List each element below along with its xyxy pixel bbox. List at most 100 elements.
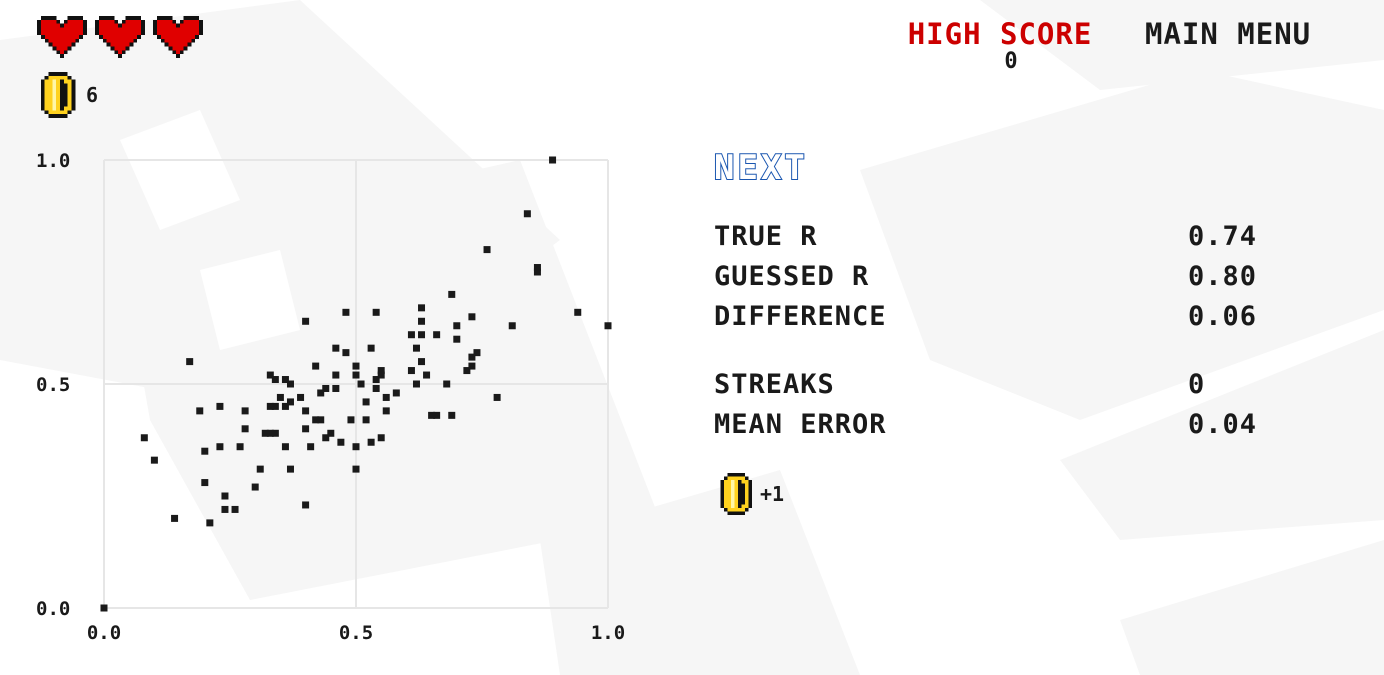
data-point (256, 465, 264, 473)
data-point (412, 380, 420, 388)
data-point (347, 416, 355, 424)
coin-icon (720, 473, 752, 515)
data-point (302, 407, 310, 415)
data-point (302, 425, 310, 433)
data-point (100, 604, 108, 612)
data-point (418, 358, 426, 366)
data-point (448, 290, 456, 298)
data-point (337, 438, 345, 446)
data-point (418, 304, 426, 312)
data-point (463, 367, 471, 375)
stat-label: STREAKS (714, 369, 835, 400)
data-point (468, 313, 476, 321)
data-point (407, 367, 415, 375)
data-point (216, 443, 224, 451)
reward-amount: +1 (760, 482, 785, 506)
y-tick-label: 0.0 (36, 598, 70, 620)
stat-label: TRUE R (714, 221, 818, 252)
data-point (221, 505, 229, 513)
stat-label: DIFFERENCE (714, 301, 887, 332)
y-tick-label: 0.5 (36, 374, 70, 396)
data-point (362, 416, 370, 424)
data-point (352, 371, 360, 379)
data-point (533, 268, 541, 276)
y-tick-label: 1.0 (36, 150, 70, 172)
data-point (493, 393, 501, 401)
data-point (372, 308, 380, 316)
x-tick-label: 0.0 (87, 622, 121, 644)
data-point (433, 411, 441, 419)
stat-guessed-r: GUESSED R 0.80 (714, 262, 1274, 292)
data-point (216, 402, 224, 410)
data-point (352, 362, 360, 370)
data-point (367, 438, 375, 446)
data-point (312, 416, 320, 424)
data-point (362, 398, 370, 406)
data-point (261, 429, 269, 437)
data-point (433, 331, 441, 339)
data-point (206, 519, 214, 527)
data-point (443, 380, 451, 388)
data-point (327, 429, 335, 437)
data-point (286, 398, 294, 406)
heart-icon (153, 16, 203, 58)
data-point (271, 376, 279, 384)
data-point (201, 447, 209, 455)
data-point (317, 416, 325, 424)
stat-value: 0.06 (1188, 301, 1258, 332)
data-point (286, 465, 294, 473)
coin-count: 6 (86, 83, 100, 107)
data-point (302, 317, 310, 325)
data-point (382, 407, 390, 415)
data-point (266, 429, 274, 437)
data-point (448, 411, 456, 419)
stat-true-r: TRUE R 0.74 (714, 222, 1274, 252)
x-tick-label: 1.0 (591, 622, 625, 644)
data-point (453, 335, 461, 343)
high-score: HIGH SCORE 0 (884, 18, 1116, 74)
chart-grid (103, 159, 609, 609)
data-point (377, 434, 385, 442)
data-point (332, 344, 340, 352)
data-point (453, 322, 461, 330)
data-point (423, 371, 431, 379)
data-point (236, 443, 244, 451)
scatter-plot[interactable]: 0.0 0.5 1.0 0.0 0.5 1.0 (0, 140, 660, 660)
data-point (231, 505, 239, 513)
main-menu-button[interactable]: MAIN MENU (1145, 17, 1312, 51)
data-point (407, 331, 415, 339)
data-point (150, 456, 158, 464)
data-point (196, 407, 204, 415)
x-tick-label: 0.5 (339, 622, 373, 644)
stat-streaks: STREAKS 0 (714, 370, 1274, 400)
data-point (357, 380, 365, 388)
data-point (281, 402, 289, 410)
data-point (392, 389, 400, 397)
lives-display (36, 16, 204, 58)
data-point (549, 156, 557, 164)
data-point (221, 492, 229, 500)
data-point (322, 384, 330, 392)
next-button[interactable]: NEXT (713, 148, 808, 188)
data-point (418, 331, 426, 339)
data-point (342, 308, 350, 316)
high-score-value: 0 (1004, 49, 1018, 74)
data-point (271, 402, 279, 410)
data-point (342, 349, 350, 357)
stat-label: GUESSED R (714, 261, 870, 292)
stat-value: 0.74 (1188, 221, 1258, 252)
data-point (241, 407, 249, 415)
data-point (372, 384, 380, 392)
data-point (428, 411, 436, 419)
stat-mean-error: MEAN ERROR 0.04 (714, 410, 1274, 440)
data-point (322, 434, 330, 442)
data-point (508, 322, 516, 330)
data-point (377, 371, 385, 379)
high-score-label: HIGH SCORE (907, 17, 1093, 51)
data-point (201, 479, 209, 487)
data-point (186, 358, 194, 366)
data-point (241, 425, 249, 433)
data-point (332, 384, 340, 392)
data-point (266, 371, 274, 379)
data-point (171, 514, 179, 522)
